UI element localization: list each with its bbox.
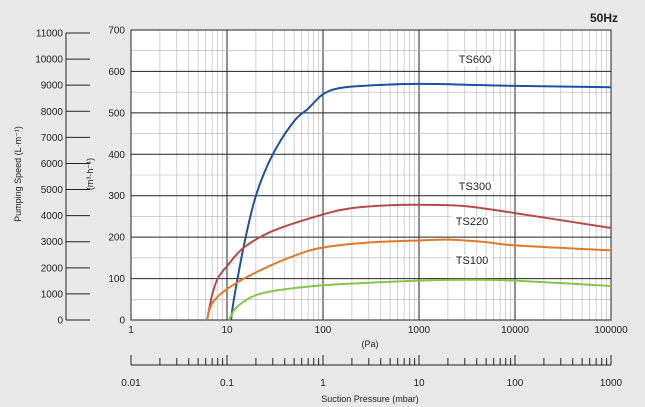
series-line-ts100 [228,278,612,321]
axes [65,29,612,366]
y-left-tick-label: 3000 [41,237,64,248]
y-axis-right-label: (m³·h⁻¹) [85,158,95,190]
bottom-tick-label: 100 [507,378,524,389]
bottom-tick-label: 1000 [600,378,623,389]
bottom-tick-label: 10 [413,378,425,389]
bottom-tick-label: 0.1 [220,378,234,389]
series-line-ts220 [206,238,612,321]
y-left-tick-label: 0 [57,316,63,327]
y-right-tick-label: 500 [108,108,125,119]
x-axis-label: (Pa) [361,339,378,349]
series-line-ts300 [206,203,612,321]
y-right-tick-label: 700 [108,26,125,37]
x-tick-label: 100000 [594,325,628,336]
y-left-tick-label: 2000 [41,263,64,274]
y-right-tick-label: 100 [108,274,125,285]
series-label-bg [455,181,495,193]
bottom-tick-label: 0.01 [121,378,141,389]
series-label-ts100: TS100 [456,255,488,267]
plot-grid [130,29,612,321]
x-tick-label: 1000 [408,325,431,336]
series-labels: TS600 TS300 TS220 TS100 [452,54,495,267]
y-left-tick-label: 9000 [41,81,64,92]
bottom-tick-label: 1 [320,378,326,389]
y-left-tick-label: 1000 [41,289,64,300]
y-right-tick-label: 600 [108,67,125,78]
y-right-tick-label: 300 [108,191,125,202]
tick-labels: 1 10 100 1000 10000 1000000100200300400500600… [35,26,628,390]
x-tick-label: 1 [128,325,134,336]
series-label-bg [452,255,492,267]
plot-border [130,29,612,321]
series-label-ts300: TS300 [459,181,491,193]
y-right-tick-label: 0 [119,316,125,327]
bottom-axis-label: Suction Pressure (mbar) [321,394,419,404]
series-label-bg [455,54,495,66]
y-left-tick-label: 10000 [35,55,63,66]
y-left-tick-label: 8000 [41,107,64,118]
y-right-tick-label: 400 [108,150,125,161]
frequency-label: 50Hz [590,11,618,25]
y-right-tick-label: 200 [108,233,125,244]
series-label-ts220: TS220 [456,216,488,228]
y-left-tick-label: 4000 [41,211,64,222]
y-axis-left-label: Pumping Speed (L·m⁻¹) [13,126,23,222]
y-left-tick-label: 6000 [41,159,64,170]
y-left-tick-label: 5000 [41,185,64,196]
x-tick-label: 100 [315,325,332,336]
x-tick-label: 10 [221,325,233,336]
series-lines [206,82,612,321]
series-label-bg [452,216,492,228]
y-left-tick-label: 7000 [41,133,64,144]
series-line-ts600 [230,82,612,321]
series-label-ts600: TS600 [459,54,491,66]
x-tick-label: 10000 [501,325,529,336]
y-left-tick-label: 11000 [36,29,64,40]
